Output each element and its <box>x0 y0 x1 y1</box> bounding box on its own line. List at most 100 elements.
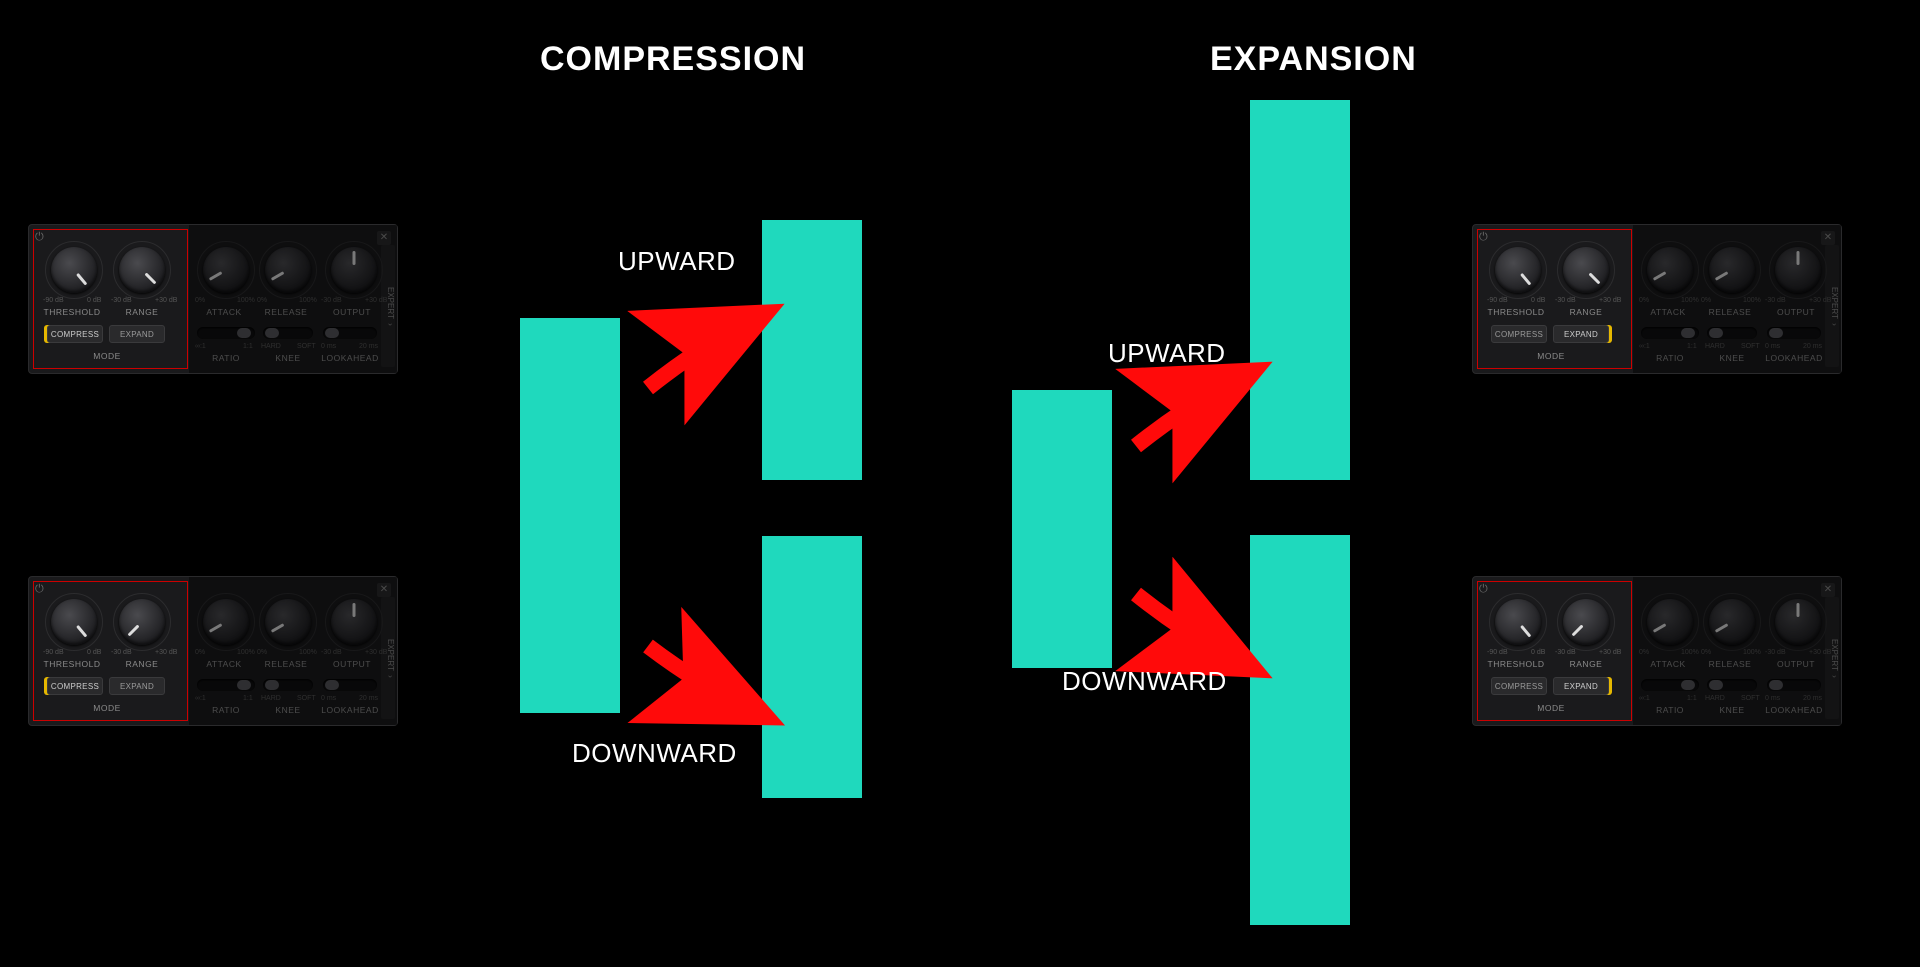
range-knob[interactable] <box>1563 247 1609 293</box>
knob-label: ATTACK <box>1633 307 1703 317</box>
power-icon[interactable]: ⏻ <box>1479 583 1491 595</box>
close-icon[interactable]: ✕ <box>1821 583 1835 597</box>
close-icon[interactable]: ✕ <box>377 583 391 597</box>
arrow-comp-down <box>648 646 756 712</box>
knob-label: LOOKAHEAD <box>1763 705 1825 715</box>
range-tick: 1:1 <box>243 695 253 702</box>
range-tick: 20 ms <box>1803 695 1822 702</box>
plugin-panel-top-left: ⏻ ✕ EXPERT › -90 dB0 dB THRESHOLD -30 dB… <box>28 224 398 374</box>
threshold-knob[interactable] <box>51 247 97 293</box>
range-tick: +30 dB <box>1599 649 1621 656</box>
range-tick: 0 ms <box>1765 695 1780 702</box>
range-tick: 100% <box>299 649 317 656</box>
power-icon[interactable]: ⏻ <box>1479 231 1491 243</box>
mode-expand-button[interactable]: EXPAND <box>109 677 165 695</box>
arrow-comp-up <box>648 318 756 388</box>
range-tick: 20 ms <box>359 343 378 350</box>
bar-expansion-source <box>1012 390 1112 668</box>
power-icon[interactable]: ⏻ <box>35 231 47 243</box>
mode-compress-button[interactable]: COMPRESS <box>1491 677 1547 695</box>
mode-compress-button[interactable]: COMPRESS <box>47 325 103 343</box>
range-tick: 0 dB <box>87 297 101 304</box>
attack-knob[interactable] <box>203 247 249 293</box>
mode-expand-button[interactable]: EXPAND <box>109 325 165 343</box>
knob-label: THRESHOLD <box>37 659 107 669</box>
range-tick: 0 dB <box>1531 297 1545 304</box>
mode-compress-button[interactable]: COMPRESS <box>47 677 103 695</box>
label-comp-upward: UPWARD <box>618 246 736 277</box>
expert-toggle[interactable]: EXPERT › <box>1825 597 1839 719</box>
knob-label: KNEE <box>263 705 313 715</box>
power-icon[interactable]: ⏻ <box>35 583 47 595</box>
release-knob[interactable] <box>265 599 311 645</box>
knob-label: LOOKAHEAD <box>319 705 381 715</box>
expert-toggle[interactable]: EXPERT › <box>381 245 395 367</box>
mode-compress-button[interactable]: COMPRESS <box>1491 325 1547 343</box>
release-knob[interactable] <box>1709 247 1755 293</box>
label-comp-downward: DOWNWARD <box>572 738 737 769</box>
slider[interactable] <box>323 679 377 691</box>
mode-expand-button[interactable]: EXPAND <box>1553 677 1609 695</box>
slider[interactable] <box>323 327 377 339</box>
range-tick: -90 dB <box>1487 649 1508 656</box>
attack-knob[interactable] <box>1647 247 1693 293</box>
range-tick: 0% <box>1701 649 1711 656</box>
knob-label: RELEASE <box>251 659 321 669</box>
slider[interactable] <box>1707 327 1757 339</box>
range-tick: 100% <box>299 297 317 304</box>
slider[interactable] <box>263 679 313 691</box>
range-tick: HARD <box>261 343 281 350</box>
label-exp-upward: UPWARD <box>1108 338 1226 369</box>
heading-expansion: EXPANSION <box>1210 40 1417 79</box>
mode-expand-button[interactable]: EXPAND <box>1553 325 1609 343</box>
slider[interactable] <box>1767 327 1821 339</box>
range-knob[interactable] <box>119 599 165 645</box>
slider[interactable] <box>1767 679 1821 691</box>
slider[interactable] <box>1641 327 1699 339</box>
expert-toggle[interactable]: EXPERT › <box>381 597 395 719</box>
range-tick: 0 dB <box>87 649 101 656</box>
knob-label: KNEE <box>263 353 313 363</box>
slider[interactable] <box>263 327 313 339</box>
slider[interactable] <box>1707 679 1757 691</box>
range-knob[interactable] <box>119 247 165 293</box>
bar-expansion-upward <box>1250 100 1350 480</box>
slider[interactable] <box>197 327 255 339</box>
range-tick: 0% <box>1639 297 1649 304</box>
knob-label: RANGE <box>107 659 177 669</box>
knob-label: MODE <box>77 703 137 713</box>
output-knob[interactable] <box>1775 599 1821 645</box>
range-tick: SOFT <box>1741 695 1760 702</box>
range-tick: 100% <box>1743 297 1761 304</box>
slider[interactable] <box>197 679 255 691</box>
release-knob[interactable] <box>1709 599 1755 645</box>
attack-knob[interactable] <box>203 599 249 645</box>
bar-compression-downward <box>762 536 862 798</box>
range-tick: +30 dB <box>365 649 387 656</box>
knob-label: KNEE <box>1707 705 1757 715</box>
knob-label: OUTPUT <box>317 659 387 669</box>
threshold-knob[interactable] <box>1495 247 1541 293</box>
slider[interactable] <box>1641 679 1699 691</box>
knob-label: OUTPUT <box>1761 307 1831 317</box>
range-tick: 100% <box>1743 649 1761 656</box>
threshold-knob[interactable] <box>1495 599 1541 645</box>
knob-label: OUTPUT <box>317 307 387 317</box>
threshold-knob[interactable] <box>51 599 97 645</box>
output-knob[interactable] <box>331 599 377 645</box>
close-icon[interactable]: ✕ <box>377 231 391 245</box>
range-tick: +30 dB <box>1599 297 1621 304</box>
close-icon[interactable]: ✕ <box>1821 231 1835 245</box>
range-tick: -30 dB <box>1555 649 1576 656</box>
attack-knob[interactable] <box>1647 599 1693 645</box>
range-tick: 0% <box>1701 297 1711 304</box>
knob-label: RELEASE <box>1695 659 1765 669</box>
output-knob[interactable] <box>1775 247 1821 293</box>
output-knob[interactable] <box>331 247 377 293</box>
expert-toggle[interactable]: EXPERT › <box>1825 245 1839 367</box>
knob-label: RANGE <box>1551 307 1621 317</box>
range-tick: +30 dB <box>1809 649 1831 656</box>
knob-label: RATIO <box>1641 353 1699 363</box>
range-knob[interactable] <box>1563 599 1609 645</box>
release-knob[interactable] <box>265 247 311 293</box>
